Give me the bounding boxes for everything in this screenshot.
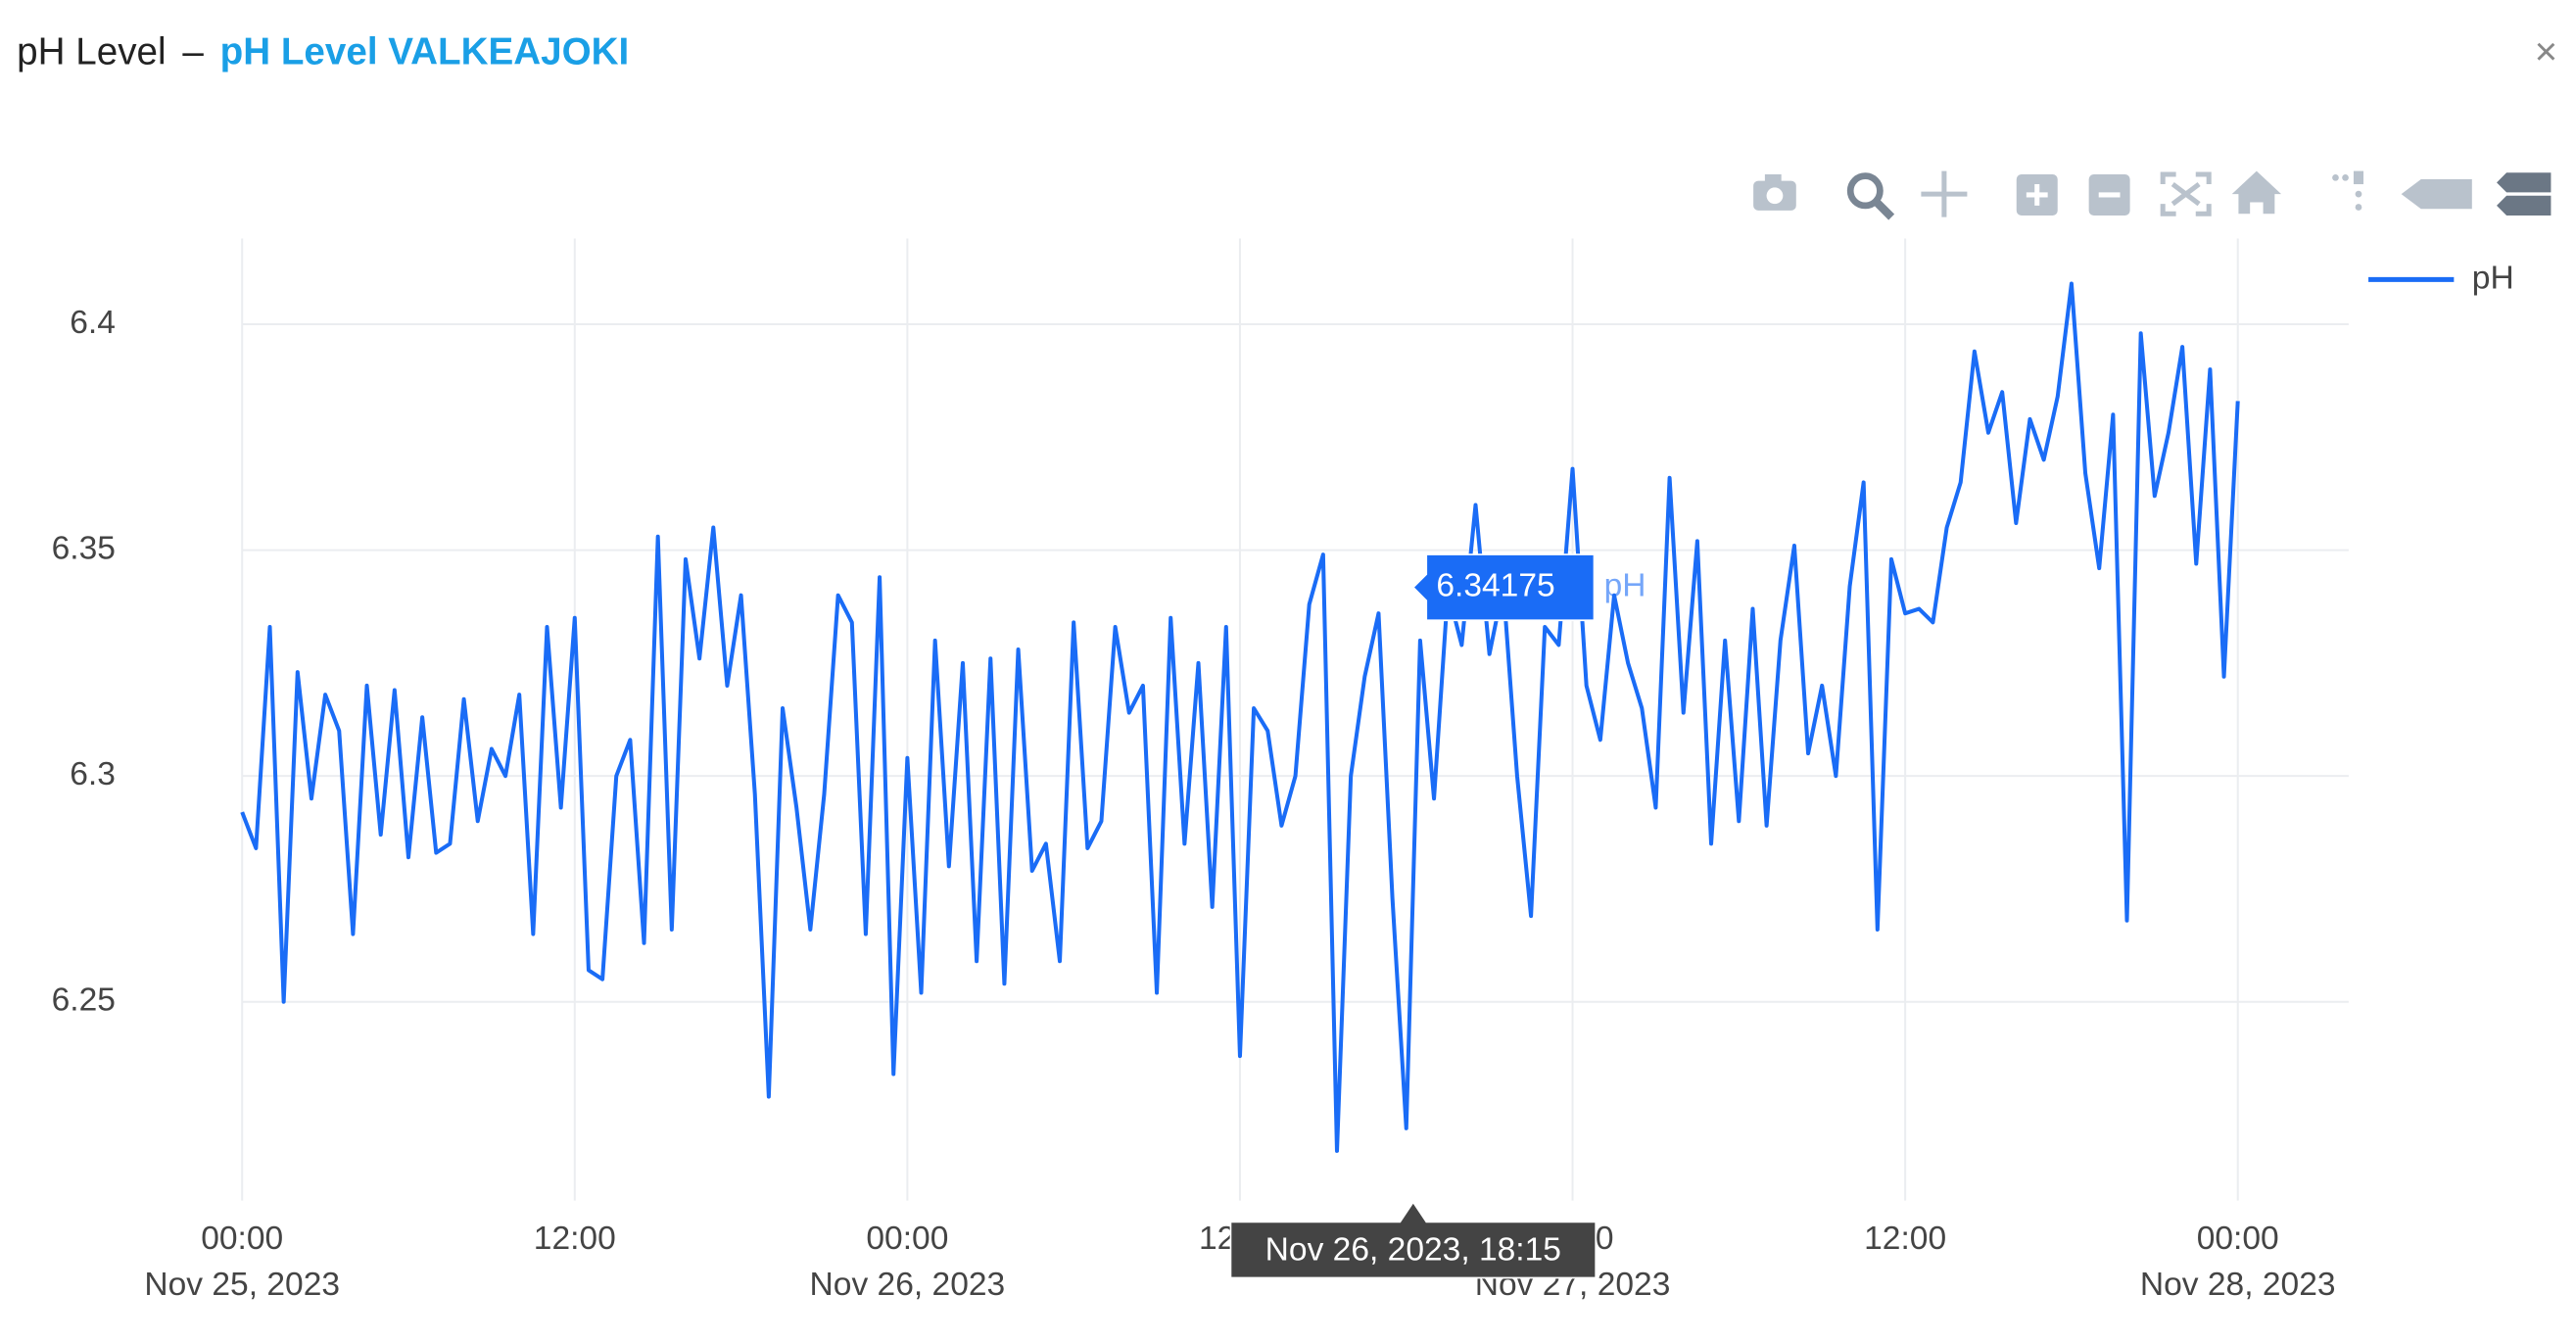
- reset-icon[interactable]: [2231, 170, 2282, 215]
- x-tick-label: 12:00: [1864, 1221, 1946, 1257]
- y-tick-label: 6.4: [70, 305, 116, 341]
- x-tick-label: Nov 26, 2023: [810, 1267, 1006, 1303]
- x-tick-label: 00:00: [2197, 1221, 2279, 1257]
- hover-x-label: Nov 26, 2023, 18:15: [1265, 1232, 1561, 1269]
- subtitle: pH Level VALKEAJOKI: [220, 31, 630, 73]
- separator: –: [182, 31, 204, 73]
- hover-closest-icon[interactable]: [2401, 179, 2472, 210]
- x-tick-label: 00:00: [201, 1221, 283, 1257]
- hover-value-box: [1411, 553, 1596, 622]
- hover-x-box: [1229, 1200, 1598, 1279]
- zoom-in-icon[interactable]: [2016, 173, 2058, 216]
- zoom-icon[interactable]: [1846, 172, 1895, 220]
- y-tick-label: 6.25: [52, 983, 116, 1019]
- x-tick-label: 12:00: [534, 1221, 616, 1257]
- camera-icon[interactable]: [1753, 173, 1796, 211]
- pan-icon[interactable]: [1921, 170, 1968, 217]
- legend-label: pH: [2472, 260, 2514, 296]
- y-tick-label: 6.35: [52, 530, 116, 566]
- data-line: [240, 281, 2240, 1153]
- toolbar: [1753, 170, 2552, 220]
- x-tick-label: 00:00: [866, 1221, 948, 1257]
- x-tick-label: Nov 28, 2023: [2140, 1267, 2336, 1303]
- hover-compare-icon[interactable]: [2497, 172, 2552, 216]
- dialog-title: pH Level – pH Level VALKEAJOKI: [17, 31, 629, 73]
- plot-area: 6.25 6.3 6.35 6.4 00:00 Nov 25, 2023 12:00 00:0…: [52, 238, 2514, 1303]
- hover-series-name: pH: [1604, 568, 1646, 604]
- zoom-out-icon[interactable]: [2088, 173, 2130, 216]
- autoscale-icon[interactable]: [2160, 171, 2212, 216]
- x-tick-label: Nov 25, 2023: [144, 1267, 340, 1303]
- hover-value-label: 6.34175: [1436, 568, 1554, 604]
- title: pH Level: [17, 31, 166, 73]
- spike-icon[interactable]: [2332, 170, 2364, 211]
- y-tick-label: 6.3: [70, 756, 116, 792]
- close-button[interactable]: ×: [2535, 29, 2558, 73]
